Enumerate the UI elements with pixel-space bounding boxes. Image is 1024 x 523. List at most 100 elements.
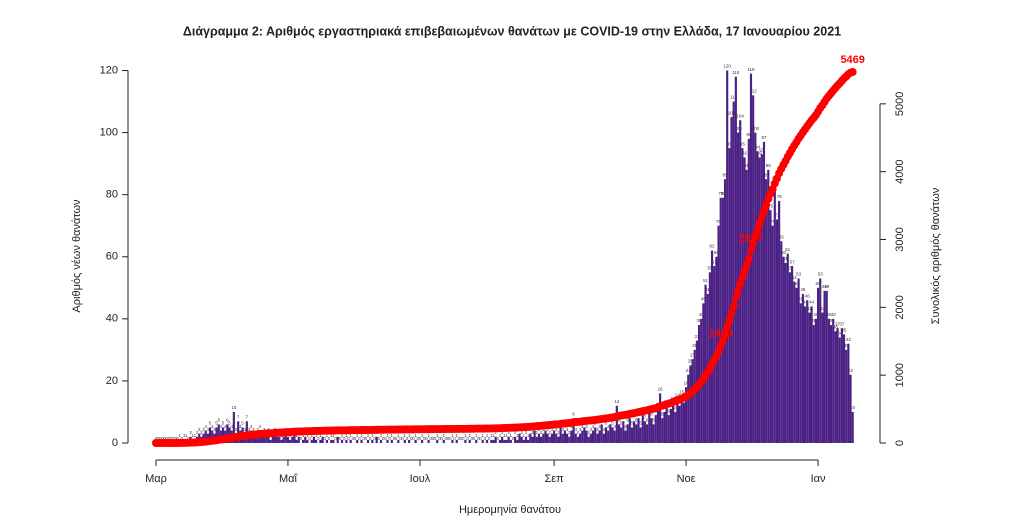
bar-value-label: 34 — [837, 331, 843, 336]
bar — [286, 436, 290, 443]
bar-value-label: 88 — [744, 163, 750, 168]
bar-value-label: 0 — [484, 436, 487, 441]
bar-value-label: 97 — [761, 135, 767, 140]
bar-value-label: 1 — [468, 433, 471, 438]
bar — [754, 132, 757, 443]
bar-value-label: 57 — [712, 259, 718, 264]
bar — [501, 436, 504, 443]
bar-value-label: 3 — [243, 427, 246, 432]
bar-value-label: 7 — [644, 414, 647, 419]
bar-value-label: 0 — [384, 436, 387, 441]
bar — [717, 225, 720, 443]
bar-value-label: 49 — [824, 284, 830, 289]
bar — [600, 424, 603, 443]
cumulative-point — [753, 225, 762, 234]
bar — [672, 402, 675, 443]
bar-value-label: 42 — [820, 306, 826, 311]
bar-value-label: 40 — [813, 312, 819, 317]
bar — [806, 300, 809, 443]
bar-value-label: 98 — [746, 132, 752, 137]
bar-value-label: 100 — [752, 126, 760, 131]
bar-value-label: 1 — [421, 433, 424, 438]
bar-value-label: 55 — [707, 265, 713, 270]
bar-value-label: 4 — [250, 424, 253, 429]
x-axis-title: Ημερομηνία θανάτου — [459, 504, 561, 516]
bar-value-label: 3 — [590, 427, 593, 432]
bar-value-label: 2 — [189, 430, 192, 435]
bar — [256, 433, 259, 443]
bar — [297, 436, 300, 443]
bar-value-label: 0 — [462, 436, 465, 441]
bar-value-label: 79 — [718, 191, 724, 196]
bar-value-label: 85 — [723, 172, 729, 177]
bar — [624, 430, 627, 443]
bar — [494, 436, 497, 443]
bar-value-label: 0 — [181, 436, 184, 441]
bar — [490, 439, 493, 443]
bar — [514, 436, 517, 443]
cumulative-point — [848, 68, 857, 77]
bar-value-label: 1 — [367, 433, 370, 438]
bar-value-label: 35 — [842, 328, 848, 333]
bar — [773, 182, 776, 443]
bar — [656, 408, 660, 443]
bar — [669, 408, 673, 443]
bar-value-label: 2 — [540, 430, 543, 435]
bar-value-label: 3 — [555, 427, 558, 432]
y-tick-label: 100 — [100, 127, 118, 139]
bar — [232, 411, 235, 443]
cumulative-point — [738, 273, 747, 282]
bar — [767, 169, 770, 443]
bar-value-label: 2 — [200, 430, 203, 435]
bar-value-label: 22 — [848, 368, 854, 373]
bar — [643, 421, 647, 443]
bar — [282, 436, 285, 443]
bar-value-label: 2 — [577, 430, 580, 435]
bar-value-label: 1 — [306, 433, 309, 438]
bar — [570, 430, 573, 443]
bar-value-label: 2 — [507, 430, 510, 435]
bar-value-label: 18 — [684, 380, 690, 385]
bar — [537, 433, 541, 443]
bar — [421, 439, 424, 443]
bar-value-label: 1 — [475, 433, 478, 438]
bar-value-label: 1 — [414, 433, 417, 438]
bar-value-label: 0 — [378, 436, 381, 441]
bar — [535, 436, 538, 443]
bar-value-label: 1 — [386, 433, 389, 438]
bar — [557, 436, 560, 443]
bar-value-label: 1 — [302, 433, 305, 438]
bar — [693, 349, 696, 443]
bar-value-label: 1 — [427, 433, 430, 438]
bar — [617, 424, 621, 443]
bar-value-label: 0 — [393, 436, 396, 441]
bar — [602, 433, 605, 443]
bar — [804, 306, 807, 443]
bar — [280, 439, 283, 443]
bar-value-label: 3 — [579, 427, 582, 432]
bar-value-label: 3 — [566, 427, 569, 432]
bar-value-label: 0 — [440, 436, 443, 441]
bar-value-label: 1 — [510, 433, 513, 438]
bar-value-label: 1 — [436, 433, 439, 438]
bar-value-label: 93 — [759, 148, 765, 153]
bar — [832, 318, 835, 443]
bar-value-label: 4 — [204, 424, 207, 429]
bar — [507, 436, 510, 443]
bar-value-label: 0 — [425, 436, 428, 441]
bar — [325, 439, 328, 443]
bar — [568, 436, 571, 443]
bar-value-label: 1 — [442, 433, 445, 438]
bar — [620, 427, 623, 443]
bar-value-label: 5 — [241, 421, 244, 426]
bar — [622, 421, 625, 443]
bar — [273, 433, 277, 443]
bar-value-label: 105 — [728, 110, 736, 115]
bar — [611, 427, 614, 443]
bar-value-label: 3 — [198, 427, 201, 432]
bar-value-label: 38 — [697, 318, 703, 323]
bar — [726, 70, 729, 444]
bar-value-label: 0 — [512, 436, 515, 441]
bar — [276, 436, 279, 443]
bar-value-label: 100 — [734, 126, 742, 131]
